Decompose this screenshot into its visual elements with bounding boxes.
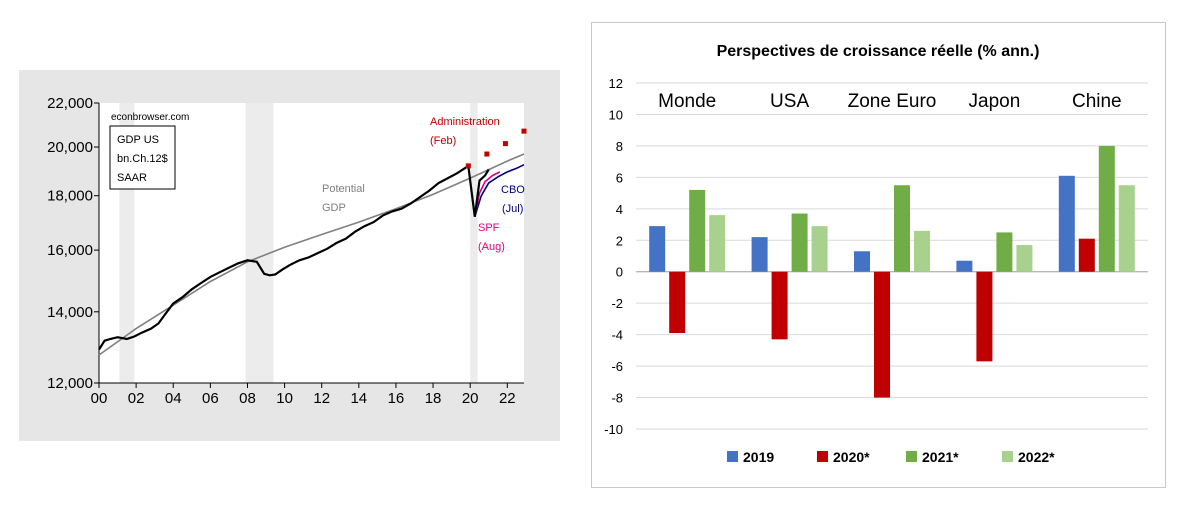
y-tick-label: 16,000 <box>47 242 93 259</box>
bar <box>894 185 910 272</box>
x-tick-label: 00 <box>91 390 108 407</box>
potential-label: Potential <box>322 183 365 195</box>
x-tick-label: 14 <box>350 390 367 407</box>
bar <box>1078 238 1095 272</box>
bar <box>996 232 1013 272</box>
administration-label: (Feb) <box>430 135 456 147</box>
administration-point <box>502 141 508 147</box>
spf-label: SPF <box>478 222 500 234</box>
category-label: USA <box>770 91 809 112</box>
y-tick-label: -6 <box>611 359 623 374</box>
administration-point <box>484 151 490 157</box>
legend-label: 2021* <box>922 449 959 465</box>
cbo-label: CBO <box>501 184 525 196</box>
x-tick-label: 02 <box>128 390 145 407</box>
x-tick-label: 12 <box>313 390 330 407</box>
bar <box>956 260 973 272</box>
bar <box>976 271 993 362</box>
x-tick-label: 18 <box>425 390 442 407</box>
legend-swatch <box>906 451 917 462</box>
administration-point <box>465 163 471 169</box>
y-tick-label: -8 <box>611 391 623 406</box>
y-tick-label: 4 <box>616 202 623 217</box>
y-tick-label: -10 <box>604 422 623 437</box>
bar <box>1016 244 1033 272</box>
legend-swatch <box>727 451 738 462</box>
y-tick-label: 6 <box>616 170 623 185</box>
bar <box>1058 175 1075 272</box>
legend-box-line: SAAR <box>117 172 147 184</box>
bar <box>914 230 930 272</box>
bar <box>854 251 870 272</box>
gdp-line-chart: 12,000 14,000 16,000 18,000 20,000 22,000 00 02… <box>47 95 527 407</box>
x-tick-label: 04 <box>165 390 182 407</box>
x-tick-label: 20 <box>462 390 479 407</box>
y-tick-label: 22,000 <box>47 95 93 112</box>
legend-swatch <box>1002 451 1013 462</box>
y-tick-label: -4 <box>611 328 623 343</box>
x-tick-label: 08 <box>239 390 256 407</box>
bar <box>811 226 828 272</box>
administration-label: Administration <box>430 116 500 128</box>
growth-bar-chart: Perspectives de croissance réelle (% ann… <box>604 43 1148 465</box>
bar <box>751 237 768 272</box>
y-tick-label: 12,000 <box>47 375 93 392</box>
category-label: Japon <box>969 91 1021 112</box>
bar <box>771 271 788 340</box>
bar <box>1118 185 1135 272</box>
x-tick-label: 16 <box>388 390 405 407</box>
y-tick-label: 18,000 <box>47 188 93 205</box>
x-tick-label: 10 <box>276 390 293 407</box>
potential-label: GDP <box>322 202 346 214</box>
y-tick-label: 14,000 <box>47 304 93 321</box>
category-label: Zone Euro <box>848 91 937 112</box>
y-tick-label: 2 <box>616 233 623 248</box>
bar <box>689 189 706 272</box>
recession-band <box>470 103 478 383</box>
y-tick-label: 20,000 <box>47 139 93 156</box>
legend-swatch <box>817 451 828 462</box>
legend-box-line: GDP US <box>117 134 159 146</box>
y-tick-label: -2 <box>611 296 623 311</box>
y-tick-label: 10 <box>609 107 623 122</box>
gdp-line <box>98 164 490 351</box>
legend-label: 2020* <box>833 449 870 465</box>
bar <box>709 215 726 272</box>
category-label: Chine <box>1072 91 1122 112</box>
bar <box>669 271 686 334</box>
legend-label: 2019 <box>743 449 774 465</box>
y-tick-label: 0 <box>616 265 623 280</box>
x-tick-label: 22 <box>499 390 516 407</box>
bar-chart-title: Perspectives de croissance réelle (% ann… <box>717 43 1040 60</box>
legend-box <box>109 125 176 190</box>
legend-box-line: bn.Ch.12$ <box>117 153 168 165</box>
category-label: Monde <box>658 91 716 112</box>
growth-chart-panel: Perspectives de croissance réelle (% ann… <box>591 22 1166 488</box>
bar <box>874 271 890 398</box>
bar <box>1098 145 1115 272</box>
spf-label: (Aug) <box>478 241 505 253</box>
legend-label: 2022* <box>1018 449 1055 465</box>
source-label: econbrowser.com <box>111 112 189 123</box>
cbo-label: (Jul) <box>502 203 523 215</box>
bar <box>649 226 666 272</box>
x-tick-label: 06 <box>202 390 219 407</box>
bar <box>791 213 808 272</box>
cbo-forecast-line <box>474 163 525 217</box>
recession-band <box>245 103 274 383</box>
gdp-chart-panel: 12,000 14,000 16,000 18,000 20,000 22,000 00 02… <box>19 70 560 441</box>
y-tick-label: 8 <box>616 139 623 154</box>
administration-point <box>521 128 527 134</box>
y-tick-label: 12 <box>609 76 623 91</box>
